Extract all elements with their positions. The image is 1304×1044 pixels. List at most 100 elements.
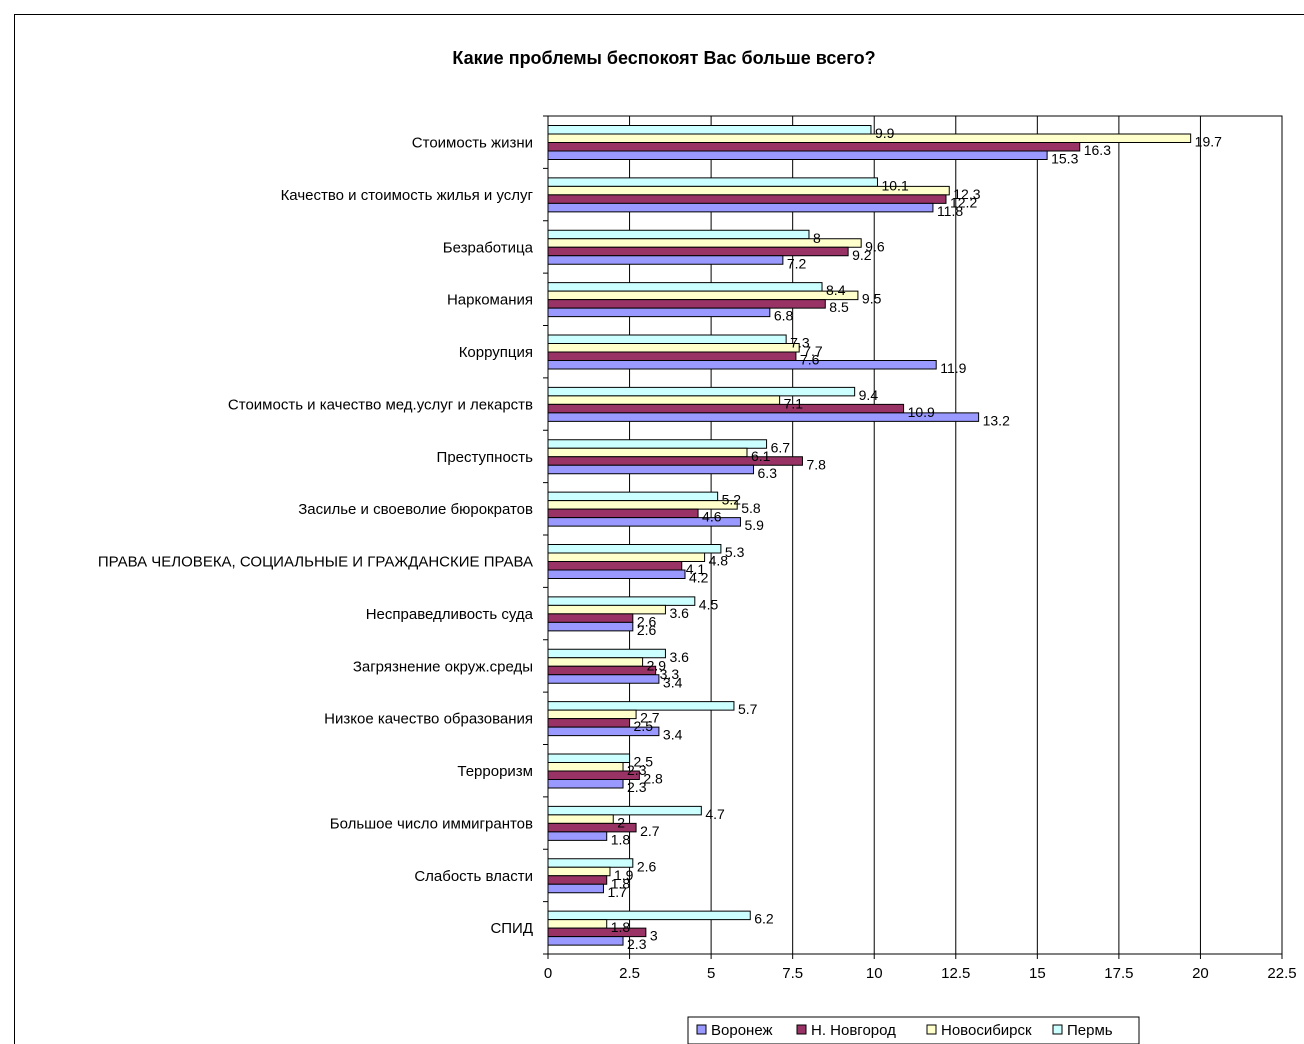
bar-novosibirsk [547,343,800,353]
bar-n-novgorod [547,875,608,885]
legend-swatch [926,1024,937,1035]
data-label: 2.7 [640,710,660,726]
category-label: Низкое качество образования [324,711,533,728]
data-label: 2.3 [627,779,647,795]
x-tick-label: 5 [707,965,715,982]
x-tick-label: 17.5 [1104,965,1133,982]
data-label: 6.3 [758,465,778,481]
chart-title: Какие проблемы беспокоят Вас больше всег… [452,48,875,68]
x-tick-label: 0 [544,965,552,982]
bar-perm [547,439,768,449]
bar-voronezh [547,674,660,684]
data-label: 15.3 [1051,151,1078,167]
bar-voronezh [547,831,608,841]
data-label: 4.1 [686,561,706,577]
bar-novosibirsk [547,814,614,824]
category-label: Загрязнение окруж.среды [353,658,533,675]
data-label: 16.3 [1084,142,1111,158]
data-label: 2.3 [627,762,647,778]
bar-perm [547,334,787,344]
legend-swatch [696,1024,707,1035]
data-label: 1.7 [607,884,627,900]
x-tick-label: 12.5 [941,965,970,982]
category-label: Преступность [437,449,534,466]
data-label: 11.9 [940,360,966,376]
data-label: 9.4 [859,387,879,403]
legend-label: Н. Новгород [811,1022,896,1039]
bar-novosibirsk [547,395,781,405]
bar-voronezh [547,255,784,265]
bar-perm [547,753,631,763]
bar-perm [547,805,702,816]
legend-label: Пермь [1067,1022,1113,1039]
data-label: 7.1 [784,395,804,411]
category-label: Засилье и своеволие бюрократов [298,501,533,518]
data-label: 2.6 [637,613,657,629]
data-label: 2.8 [643,771,663,787]
bar-n-novgorod [547,770,640,780]
legend-label: Новосибирск [941,1022,1032,1039]
bar-novosibirsk [547,762,624,772]
category-label: Стоимость и качество мед.услуг и лекарст… [228,396,533,413]
bar-voronezh [547,936,624,946]
data-label: 3.4 [663,727,683,743]
data-label: 19.7 [1195,134,1222,150]
data-label: 1.8 [611,875,631,891]
data-label: 2.9 [647,657,667,673]
data-label: 3 [650,928,658,944]
bar-perm [547,282,823,292]
data-label: 2.3 [627,936,647,952]
category-label: Наркомания [447,292,533,309]
data-label: 12.2 [950,194,977,210]
bar-novosibirsk [547,919,608,929]
data-label: 13.2 [983,412,1010,428]
category-labels: Стоимость жизни Качество и стоимость жиль… [98,135,534,938]
data-label: 4.2 [689,570,709,586]
data-label: 2.6 [637,858,657,874]
bar-perm [547,229,810,240]
legend: Воронеж Н. Новгород Новосибирск Пермь [687,1016,1140,1044]
bar-voronezh [547,726,660,737]
data-label: 6.7 [771,439,791,455]
bar-n-novgorod [547,613,634,623]
data-label: 11.8 [937,203,963,219]
bar-n-novgorod [547,561,683,571]
data-label: 3.6 [669,649,689,665]
data-label: 5.3 [725,544,745,560]
category-label: Большое число иммигрантов [330,815,533,832]
bar-perm [547,386,856,397]
x-tick-label: 15 [1029,965,1046,982]
data-label: 8 [813,230,821,246]
data-label: 7.3 [790,335,810,351]
data-label: 4.5 [699,596,719,612]
bar-n-novgorod [547,142,1081,152]
bar-novosibirsk [547,447,748,458]
category-label: Слабость власти [414,868,533,885]
legend-label: Воронеж [711,1022,773,1039]
bar-voronezh [547,517,741,527]
bar-n-novgorod [547,194,947,204]
data-label: 3.6 [669,605,689,621]
data-label: 10.9 [908,404,935,420]
data-label: 3.3 [660,666,680,682]
category-label: Несправедливость суда [366,606,534,623]
data-label: 7.6 [800,352,820,368]
data-label: 4.6 [702,509,722,525]
bar-n-novgorod [547,665,657,676]
data-label: 2 [617,814,625,830]
bar-novosibirsk [547,657,644,667]
bar-perm [547,544,722,554]
x-tick-label: 20 [1192,965,1209,982]
bar-voronezh [547,307,771,318]
category-label: Качество и стоимость жилья и услуг [281,187,534,204]
bar-n-novgorod [547,403,905,414]
x-tick-labels: 0 2.5 5 7.5 10 12.5 15 17.5 20 22.5 [544,965,1297,982]
category-label: ПРАВА ЧЕЛОВЕКА, СОЦИАЛЬНЫЕ И ГРАЖДАНСКИЕ… [98,554,533,571]
data-label: 5.8 [741,500,761,516]
x-tick-label: 10 [866,965,883,982]
bar-novosibirsk [547,552,706,562]
legend-swatch [1052,1024,1063,1035]
data-label: 1.8 [611,831,631,847]
data-label: 6.2 [754,911,774,927]
